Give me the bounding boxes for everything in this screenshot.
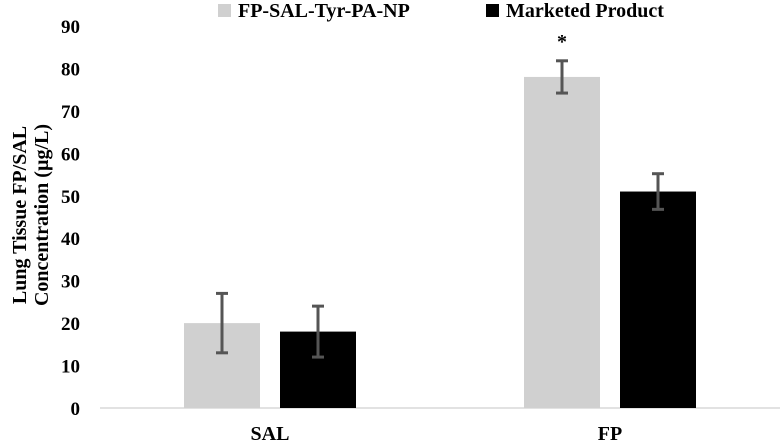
- y-tick-label: 0: [71, 399, 81, 420]
- y-tick-label: 20: [61, 314, 80, 335]
- y-tick-label: 50: [61, 187, 80, 208]
- y-tick-label: 60: [61, 144, 80, 165]
- category-labels: SAL FP: [251, 423, 623, 445]
- x-category-label: SAL: [251, 423, 290, 445]
- error-bar: [216, 291, 228, 355]
- error-bar: [652, 172, 664, 211]
- x-category-label: FP: [598, 423, 622, 445]
- y-axis-ticks: 0 10 20 30 40 50 60 70 80 90: [61, 17, 80, 420]
- error-bar: [312, 304, 324, 359]
- y-tick-label: 10: [61, 357, 80, 378]
- legend-label: Marketed Product: [506, 0, 664, 22]
- bar: [524, 76, 600, 408]
- legend-label: FP-SAL-Tyr-PA-NP: [238, 0, 410, 22]
- bar: [620, 191, 696, 408]
- error-bars: [216, 59, 664, 359]
- y-tick-label: 30: [61, 272, 80, 293]
- y-tick-label: 90: [61, 17, 80, 38]
- y-tick-label: 70: [61, 102, 80, 123]
- legend-swatch: [486, 4, 499, 17]
- legend: FP-SAL-Tyr-PA-NP Marketed Product: [218, 0, 664, 22]
- y-tick-label: 80: [61, 59, 80, 80]
- y-tick-label: 40: [61, 229, 80, 250]
- y-axis-title: Lung Tissue FP/SAL Concentration (µg/L): [9, 124, 53, 306]
- significance-marker: *: [557, 31, 567, 53]
- error-bar: [556, 59, 568, 95]
- annotations: *: [557, 31, 567, 53]
- y-axis-title-line-2: Concentration (µg/L): [31, 124, 53, 306]
- bars: [184, 76, 696, 408]
- y-axis-title-line-1: Lung Tissue FP/SAL: [9, 126, 31, 304]
- legend-swatch: [218, 4, 231, 17]
